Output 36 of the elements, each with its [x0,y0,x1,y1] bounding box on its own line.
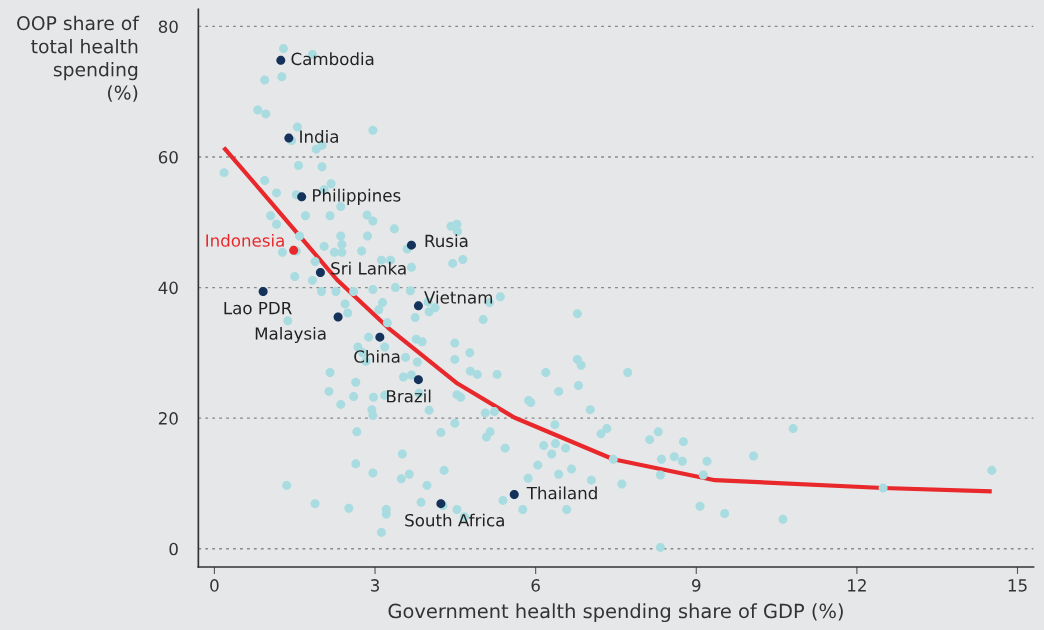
point [375,332,385,342]
annotation: Sri Lanka [331,261,406,275]
annotation: Malaysia [255,326,326,344]
annotation: Cambodia [291,52,374,66]
series-label: Indonesia [206,233,284,247]
y-tick-label: 20 [158,412,178,425]
y-tick-label: 60 [158,150,178,164]
annotation: South Africa [405,513,504,527]
point [413,375,423,385]
annotation: India [300,130,338,143]
y-axis-title: OOP share of total health spending (%) [17,15,140,102]
x-tick-label: 3 [371,579,379,592]
x-axis-title: Government health spending share of GDP (%) [388,603,843,623]
x-tick-label: 9 [692,579,701,592]
annotation: Brazil [387,389,431,403]
point [509,490,519,500]
y-tick-label: 0 [169,542,178,556]
y-tick-label: 80 [158,20,178,33]
annotation: Philippines [313,188,401,205]
point [406,240,416,250]
annotation: Thailand [526,486,597,500]
y-tick-label: 40 [158,281,178,295]
point [315,268,325,278]
annotation: Lao PDR [224,301,292,315]
point [276,55,286,65]
annotation: Rusia [425,234,468,248]
annotation: Vietnam [424,290,492,304]
point [333,312,343,322]
point [297,192,307,202]
x-tick-label: 6 [531,579,540,592]
point [413,301,423,311]
annotation: China [354,349,400,363]
point [258,286,268,296]
x-tick-label: 12 [848,579,866,592]
x-tick-label: 15 [1008,579,1027,592]
x-tick-label: 0 [210,579,219,592]
